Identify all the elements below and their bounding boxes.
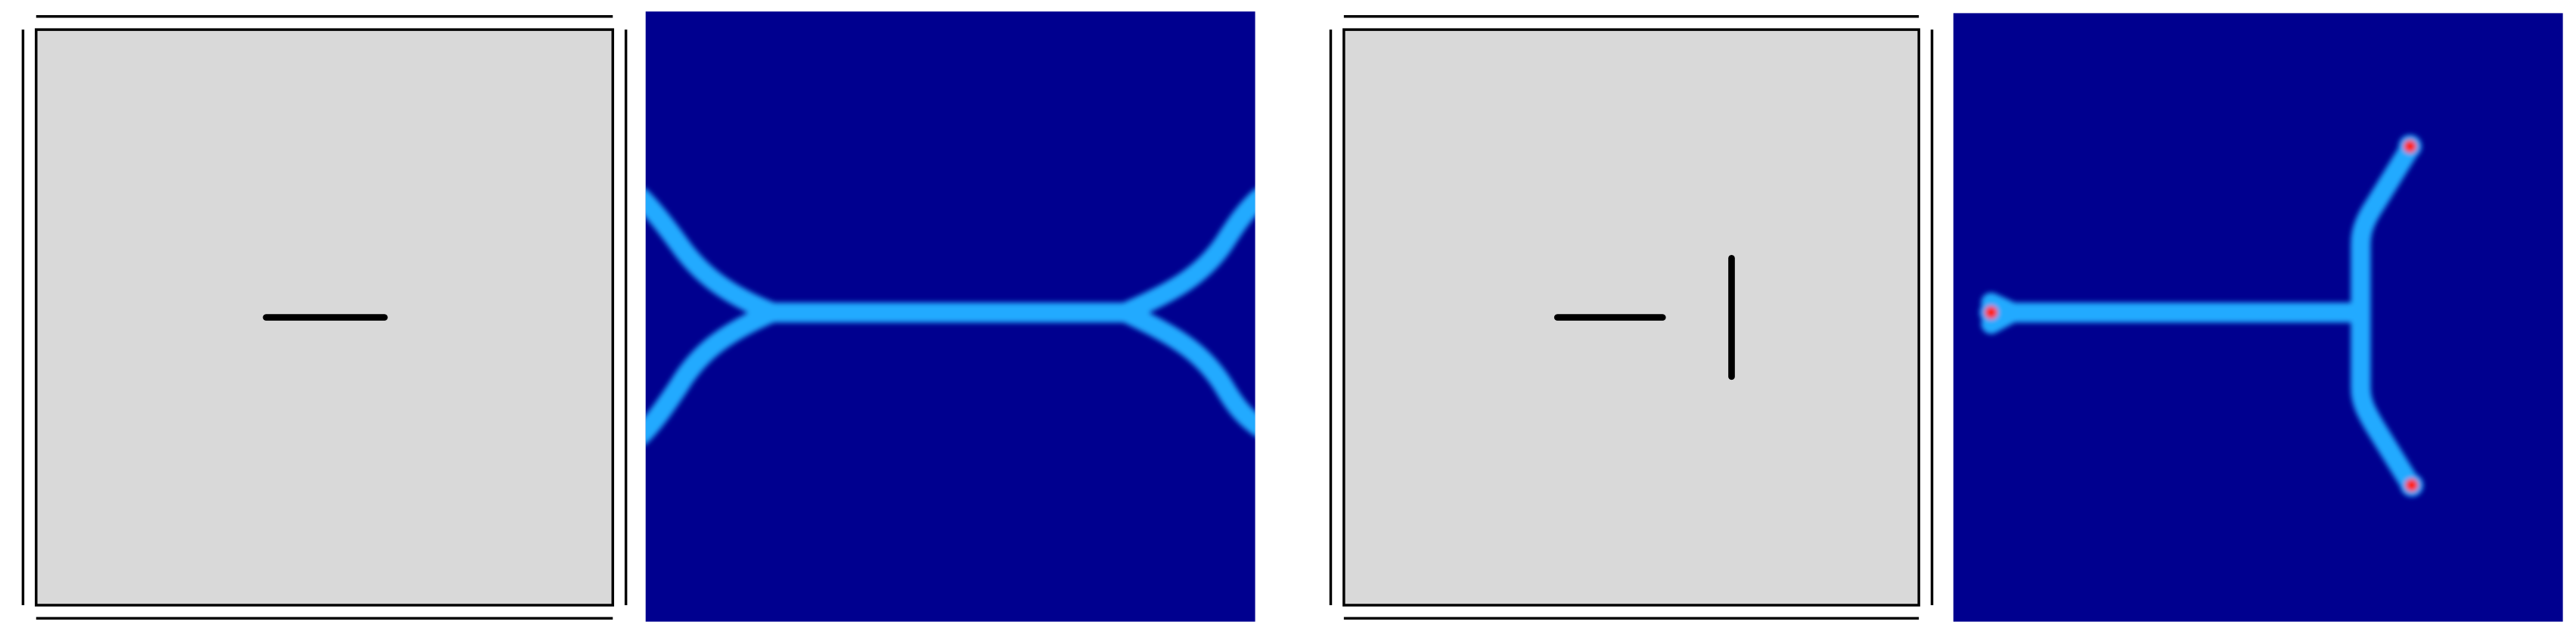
crack-tip xyxy=(1985,306,1998,319)
crack-tip xyxy=(2405,478,2419,492)
geometry-panel-left xyxy=(21,14,628,620)
crack-path xyxy=(1979,135,2423,497)
geometry-panel-right xyxy=(1329,14,1934,620)
crack-path xyxy=(645,197,1255,436)
phase-field-left xyxy=(645,11,1255,622)
phase-field-right xyxy=(1953,13,2563,622)
crack-tip xyxy=(2403,139,2417,154)
